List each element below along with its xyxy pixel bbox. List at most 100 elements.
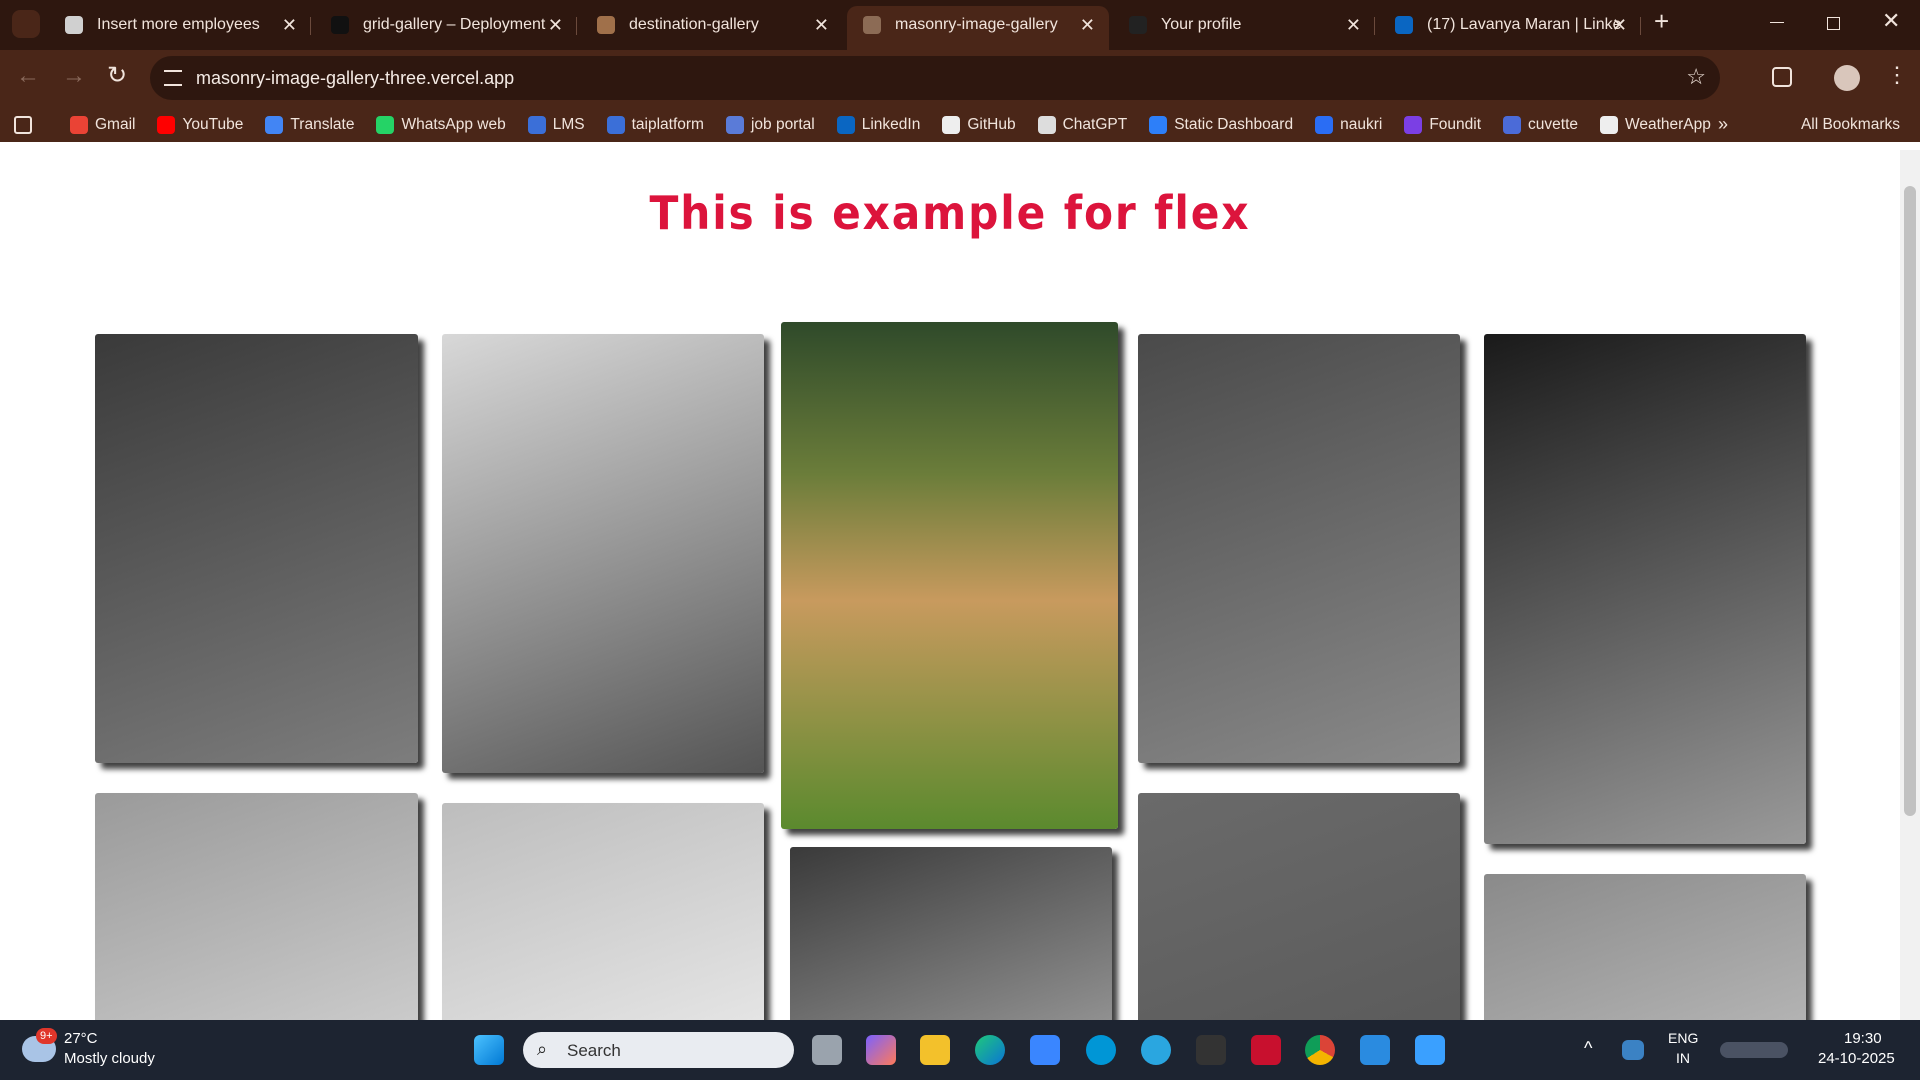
apps-button[interactable] (14, 116, 32, 134)
gallery-image[interactable] (95, 334, 418, 763)
back-button[interactable]: ← (16, 62, 40, 89)
region[interactable]: IN (1676, 1050, 1690, 1066)
bookmarks-bar: Gmail YouTube Translate WhatsApp web LMS taip… (0, 108, 1920, 142)
search-box[interactable]: Search ⌕ (523, 1032, 794, 1068)
bookmark[interactable]: taiplatform (606, 116, 704, 134)
tab[interactable]: destination-gallery ✕ (581, 6, 843, 50)
weather-text: Mostly cloudy (64, 1050, 155, 1067)
bookmark[interactable]: Gmail (70, 116, 135, 134)
chrome[interactable] (1305, 1035, 1335, 1065)
clock-time[interactable]: 19:30 (1844, 1030, 1882, 1047)
new-tab-button[interactable]: + (1654, 6, 1670, 36)
bookmark[interactable]: cuvette (1503, 116, 1578, 134)
mcafee[interactable] (1251, 1035, 1281, 1065)
tab-search-button[interactable] (12, 10, 40, 38)
bookmark-label: GitHub (967, 116, 1016, 133)
start-button[interactable] (474, 1035, 504, 1065)
bookmark-label: WhatsApp web (401, 116, 506, 133)
tab[interactable]: Your profile ✕ (1113, 6, 1375, 50)
notepad[interactable] (1415, 1035, 1445, 1065)
bookmark-label: cuvette (1528, 116, 1578, 133)
tab-close[interactable]: ✕ (547, 15, 563, 35)
onedrive[interactable] (1622, 1040, 1644, 1060)
bookmark[interactable]: Foundit (1404, 116, 1481, 134)
tab[interactable]: grid-gallery – Deployment ✕ (315, 6, 577, 50)
bookmark[interactable]: YouTube (157, 116, 243, 134)
gallery-image[interactable] (442, 334, 764, 773)
bookmark-icon (725, 116, 744, 134)
tab[interactable]: (17) Lavanya Maran | Linke ✕ (1379, 6, 1641, 50)
address-bar[interactable]: masonry-image-gallery-three.vercel.app ☆ (150, 56, 1720, 100)
tab-close[interactable]: ✕ (1345, 15, 1361, 35)
gallery-image[interactable] (781, 322, 1118, 829)
system-status[interactable] (1720, 1042, 1788, 1058)
bookmark[interactable]: LMS (527, 116, 585, 134)
tab-close[interactable]: ✕ (813, 15, 829, 35)
bookmark[interactable]: Translate (265, 116, 354, 134)
bookmark-label: LMS (552, 116, 585, 133)
store[interactable] (1030, 1035, 1060, 1065)
taskbar: 9+ 27°C Mostly cloudy Search ⌕ ^ ENG IN … (0, 1020, 1920, 1080)
bookmark-label: taiplatform (631, 116, 704, 133)
bookmark[interactable]: ChatGPT (1037, 116, 1127, 134)
site-info-icon[interactable] (164, 70, 182, 86)
tab[interactable]: Insert more employees ✕ (49, 6, 311, 50)
gallery-image[interactable] (1138, 334, 1460, 763)
bookmark-icon (606, 116, 625, 134)
tab-bar: Insert more employees ✕ grid-gallery – Dep… (0, 0, 1920, 50)
language[interactable]: ENG (1668, 1030, 1699, 1046)
gallery-image[interactable] (1138, 793, 1460, 1020)
gallery-image[interactable] (442, 803, 764, 1020)
bookmark[interactable]: naukri (1315, 116, 1382, 134)
extensions-button[interactable] (1772, 67, 1792, 87)
tab-separator (1374, 17, 1375, 35)
forward-button[interactable]: → (62, 62, 86, 89)
gallery-image[interactable] (1484, 334, 1806, 844)
bookmark-label: job portal (750, 116, 815, 133)
scrollbar-thumb[interactable] (1904, 186, 1916, 816)
scrollbar (1900, 150, 1920, 1020)
gallery-image[interactable] (95, 793, 418, 1020)
restore-button[interactable] (1827, 17, 1840, 30)
gallery-image[interactable] (1484, 874, 1806, 1020)
tab-title: grid-gallery – Deployment (363, 16, 546, 33)
tab-icon (331, 16, 349, 34)
bookmark-icon (836, 116, 855, 134)
close-button[interactable]: ✕ (1882, 8, 1901, 33)
bookmarks-overflow[interactable]: » (1718, 114, 1729, 134)
tab-title: Your profile (1161, 16, 1242, 33)
all-bookmarks[interactable]: All Bookmarks (1800, 116, 1900, 133)
bookmark[interactable]: Static Dashboard (1149, 116, 1293, 134)
tab-close[interactable]: ✕ (1611, 15, 1627, 35)
clock-date[interactable]: 24-10-2025 (1818, 1050, 1895, 1067)
bookmark-star[interactable]: ☆ (1686, 64, 1706, 89)
menu-button[interactable]: ⋮ (1886, 62, 1908, 87)
edge[interactable] (975, 1035, 1005, 1065)
profile-avatar[interactable] (1834, 65, 1860, 91)
bookmark[interactable]: WhatsApp web (376, 116, 506, 134)
tray-expand[interactable]: ^ (1584, 1038, 1593, 1058)
tab[interactable]: masonry-image-gallery ✕ (847, 6, 1109, 50)
task-view[interactable] (812, 1035, 842, 1065)
toolbar: ← → ↻ masonry-image-gallery-three.vercel… (0, 50, 1920, 108)
tab-separator (576, 17, 577, 35)
help-app[interactable] (1141, 1035, 1171, 1065)
bookmark-icon (527, 116, 546, 134)
tab-close[interactable]: ✕ (1079, 15, 1095, 35)
tab-close[interactable]: ✕ (281, 15, 297, 35)
tab-title: (17) Lavanya Maran | Linke (1427, 16, 1622, 33)
bookmark[interactable]: job portal (725, 116, 815, 134)
app-icon[interactable] (1196, 1035, 1226, 1065)
copilot[interactable] (866, 1035, 896, 1065)
hp-app[interactable] (1086, 1035, 1116, 1065)
bookmark[interactable]: LinkedIn (836, 116, 920, 134)
minimize-button[interactable] (1770, 22, 1784, 23)
page-content: This is example for flex (0, 150, 1900, 1020)
reload-button[interactable]: ↻ (107, 62, 128, 89)
file-explorer[interactable] (920, 1035, 950, 1065)
tab-title: destination-gallery (629, 16, 759, 33)
vscode[interactable] (1360, 1035, 1390, 1065)
bookmark[interactable]: WeatherApp (1600, 116, 1711, 134)
gallery-image[interactable] (790, 847, 1112, 1020)
bookmark[interactable]: GitHub (942, 116, 1016, 134)
